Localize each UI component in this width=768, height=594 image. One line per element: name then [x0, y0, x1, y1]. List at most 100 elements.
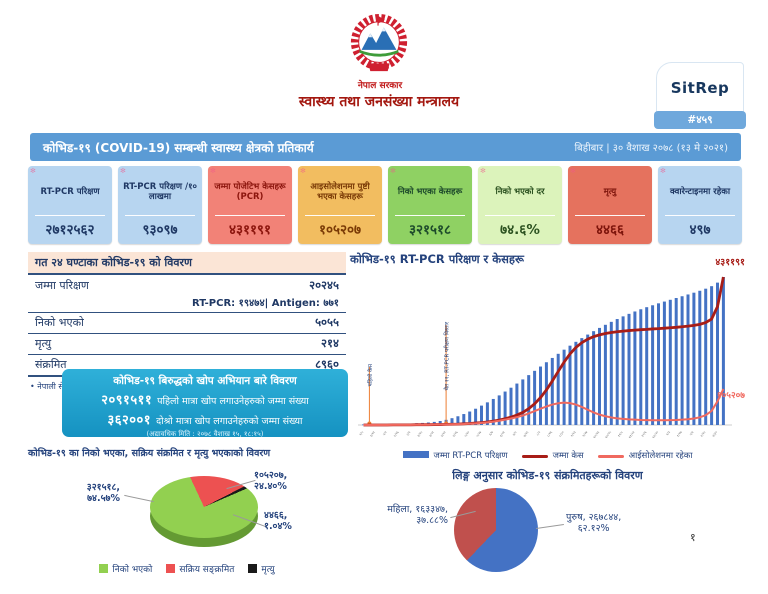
- isolation-line: [363, 388, 725, 426]
- x-tick-label: २/२: [382, 430, 388, 436]
- divider: [394, 214, 466, 216]
- test-bar: [698, 290, 702, 425]
- outcome-pie-legend: निको भएको सक्रिय सङ्क्रमित मृत्यु: [28, 562, 346, 575]
- divider: [214, 214, 286, 216]
- sitrep-number: #४५९: [654, 111, 746, 129]
- stat-card: ✻ मृत्यु ४४६६: [568, 166, 652, 244]
- x-tick-label: १/१९: [369, 430, 376, 438]
- divider: [304, 214, 376, 216]
- stat-card-value: २७१२५६२: [45, 222, 95, 238]
- legend-swatch: [521, 455, 548, 458]
- decoration-asterisk-icon: ✻: [30, 167, 36, 175]
- report-date: बिहीबार | ३० वैशाख २०७८ (१३ मे २०२१): [574, 143, 728, 154]
- test-bar: [556, 353, 560, 425]
- legend-label: जम्मा RT-PCR परिक्षण: [433, 451, 508, 461]
- stat-card-label: मृत्यु: [603, 186, 617, 197]
- test-bar: [639, 309, 643, 425]
- nepal-government-emblem-icon: [350, 13, 408, 72]
- stat-cards: ✻ RT-PCR परिक्षण २७१२५६२ ✻ RT-PCR परिक्षण /१…: [28, 166, 742, 244]
- vaccination-title: कोभिड-१९ बिरुद्धको खोप अभियान बारे विवरण: [113, 375, 297, 387]
- x-tick-label: ६/७: [488, 430, 494, 436]
- x-tick-label: २/१५: [700, 430, 707, 438]
- row-label: मृत्यु: [35, 337, 52, 350]
- test-bar: [503, 391, 507, 425]
- stat-card-label: क्वारेन्टाइनमा रहेका: [669, 186, 731, 197]
- x-tick-label: ५/१०: [464, 430, 471, 438]
- divider: [574, 214, 646, 216]
- test-bar: [485, 402, 489, 425]
- legend-item: जम्मा केस: [521, 450, 584, 461]
- x-tick-label: ११/८: [617, 430, 624, 438]
- x-tick-label: १/१७: [676, 430, 683, 438]
- test-bar: [450, 418, 454, 425]
- legend-item: आईसोलेशनमा रहेका: [597, 450, 693, 461]
- outcome-pie-title: कोभिड-१९ का निको भएका, सक्रिय संक्रमित र…: [28, 448, 271, 459]
- cases-end-label: ४३११९१: [715, 257, 745, 268]
- test-bar: [550, 357, 554, 425]
- test-bar: [651, 305, 655, 425]
- stat-card-label: आइसोलेशनमा पुष्टी भएका केसहरू: [310, 181, 370, 203]
- test-bar: [521, 379, 525, 425]
- stat-card-value: ४९७: [689, 222, 711, 238]
- divider: [484, 214, 556, 216]
- x-tick-label: ३/२९: [428, 430, 435, 438]
- test-bar: [474, 408, 478, 425]
- stat-card: ✻ आइसोलेशनमा पुष्टी भएका केसहरू १०५२०७: [298, 166, 382, 244]
- x-tick-label: १/३: [665, 430, 671, 436]
- x-tick-label: ८/१६: [546, 430, 553, 438]
- stat-card-value: ४३११९१: [228, 222, 272, 238]
- report-title: कोभिड-१९ (COVID-19) सम्बन्धी स्वास्थ्य क…: [43, 140, 314, 155]
- decoration-asterisk-icon: ✻: [390, 167, 396, 175]
- vaccination-box: कोभिड-१९ बिरुद्धको खोप अभियान बारे विवरण…: [62, 369, 348, 438]
- sitrep-label: SitRep: [670, 79, 730, 97]
- annotation-label: चैत ११, RT-PCR परीक्षण विस्तार: [444, 321, 451, 390]
- pie-label-male: पुरुष, २६७८४४, ६२.१२%: [566, 512, 622, 535]
- row-value: ८९६०: [315, 357, 339, 371]
- legend-item: जम्मा RT-PCR परिक्षण: [402, 450, 508, 461]
- vaccination-count: ३६२००१: [107, 413, 157, 428]
- stat-card-label: निको भएका केसहरू: [397, 186, 463, 197]
- test-bar: [456, 416, 460, 425]
- chart-title: कोभिड-१९ RT-PCR परिक्षण र केसहरू: [350, 252, 524, 266]
- legend-item: निको भएको: [99, 562, 152, 575]
- stat-card-value: ९३०९७: [142, 222, 178, 238]
- test-bar: [568, 345, 572, 425]
- table-rows: जम्मा परिक्षण २०२४५ RT-PCR: १९४७४| Antigen…: [28, 275, 346, 377]
- x-tick-label: ७/५: [512, 430, 518, 436]
- decoration-asterisk-icon: ✻: [660, 167, 666, 175]
- stat-card: ✻ RT-PCR परिक्षण /१० लाखमा ९३०९७: [118, 166, 202, 244]
- x-tick-label: १/५: [358, 430, 364, 436]
- x-tick-label: १०/२५: [604, 430, 612, 439]
- test-bar: [686, 294, 690, 425]
- x-tick-label: ६/२१: [499, 430, 506, 438]
- row-value: २०२४५: [309, 277, 339, 292]
- table-row: मृत्यु २१४: [28, 334, 346, 355]
- tests-cases-chart: पहिलो केस चैत ११, RT-PCR परीक्षण विस्तार १…: [358, 276, 732, 439]
- row-label: जम्मा परिक्षण: [35, 278, 89, 292]
- legend-label: आईसोलेशनमा रहेका: [628, 451, 693, 461]
- test-bar: [574, 341, 578, 425]
- annotation-label: पहिलो केस: [367, 364, 374, 387]
- test-bar: [586, 334, 590, 425]
- x-tick-label: २/१: [689, 430, 695, 436]
- vaccination-text: पहिलो मात्रा खोप लगाउनेहरुको जम्मा संख्य…: [157, 396, 309, 407]
- test-bar: [680, 296, 684, 425]
- stat-card-value: ४४६६: [595, 222, 625, 238]
- outcome-pie-section: कोभिड-१९ का निको भएका, सक्रिय संक्रमित र…: [28, 446, 346, 592]
- test-bar: [662, 301, 666, 425]
- legend-swatch: [99, 564, 109, 573]
- x-tick-label: ८/३०: [558, 430, 565, 438]
- test-bar: [645, 307, 649, 425]
- page-number: १: [690, 531, 696, 544]
- decoration-asterisk-icon: ✻: [480, 167, 486, 175]
- pie-disc: [454, 488, 538, 572]
- test-bar: [721, 277, 725, 425]
- vaccination-text: दोश्रो मात्रा खोप लगाउनेहरुको जम्मा संख्…: [156, 416, 303, 427]
- x-tick-label: ४/२६: [452, 430, 459, 438]
- x-tick-label: ९/१३: [570, 430, 577, 438]
- pie-label-recovered: ३२१५१८, ७४.५७%: [86, 482, 120, 505]
- x-tick-label: ३/१: [406, 430, 412, 436]
- test-bar: [674, 298, 678, 425]
- legend-label: निको भएको: [112, 565, 153, 575]
